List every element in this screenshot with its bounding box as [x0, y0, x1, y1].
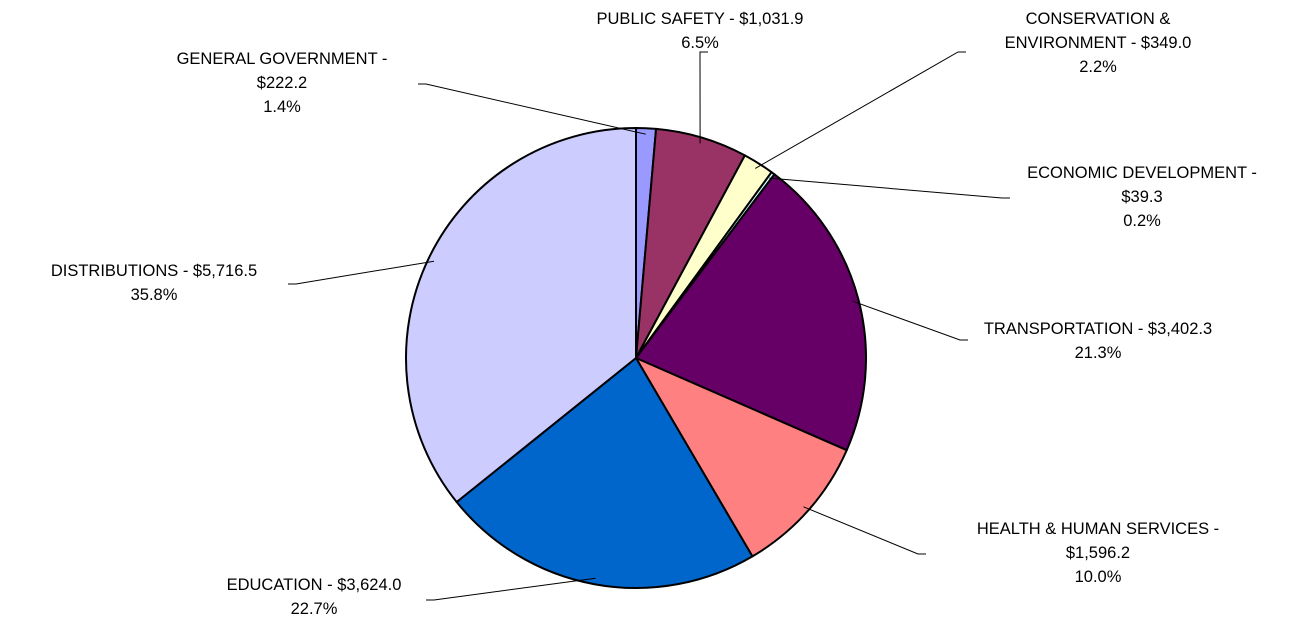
leader-line-distributions [288, 260, 435, 285]
slice-label-line: HEALTH & HUMAN SERVICES - [977, 520, 1219, 538]
pie-slices [405, 127, 867, 589]
slice-transportation [635, 173, 867, 452]
slice-label-distributions: DISTRIBUTIONS - $5,716.5 35.8% [51, 262, 257, 304]
slice-label-line: DISTRIBUTIONS - $5,716.5 [51, 262, 257, 280]
slice-label-line: 10.0% [1075, 568, 1122, 586]
slice-label-transportation: TRANSPORTATION - $3,402.3 21.3% [984, 320, 1212, 362]
leader-line-conservation-and-environment [755, 51, 966, 169]
slice-label-line: 0.2% [1123, 212, 1161, 230]
slice-label-line: $1,596.2 [1066, 544, 1130, 562]
slice-label-line: PUBLIC SAFETY - $1,031.9 [597, 10, 804, 28]
slice-label-economic-development: ECONOMIC DEVELOPMENT - $39.3 0.2% [1027, 164, 1257, 230]
slice-label-public-safety: PUBLIC SAFETY - $1,031.9 6.5% [597, 10, 804, 52]
leader-line-health-and-human-services [803, 506, 926, 555]
slice-health-and-human-services [635, 357, 848, 558]
slice-label-line: TRANSPORTATION - $3,402.3 [984, 320, 1212, 338]
leader-line-public-safety [699, 51, 708, 144]
slice-labels: GENERAL GOVERNMENT - $222.2 1.4% PUBLIC SAF… [51, 10, 1257, 618]
slice-label-line: 6.5% [681, 34, 719, 52]
slice-label-line: EDUCATION - $3,624.0 [227, 576, 402, 594]
leader-line-economic-development [769, 177, 1010, 199]
leader-line-education [426, 577, 596, 601]
slice-label-line: 22.7% [291, 600, 338, 618]
slice-label-line: CONSERVATION & [1026, 10, 1171, 28]
slice-label-line: 35.8% [131, 286, 178, 304]
leader-line-general-government [418, 83, 646, 135]
slice-education [455, 357, 754, 589]
slice-label-line: ECONOMIC DEVELOPMENT - [1027, 164, 1257, 182]
slice-label-line: 2.2% [1079, 58, 1117, 76]
leader-line-transportation [852, 300, 968, 341]
slice-distributions [405, 127, 637, 504]
slice-label-line: GENERAL GOVERNMENT - [177, 50, 388, 68]
slice-label-line: $39.3 [1121, 188, 1162, 206]
leader-lines [288, 51, 1010, 601]
slice-label-line: ENVIRONMENT - $349.0 [1005, 34, 1192, 52]
slice-label-line: 21.3% [1075, 344, 1122, 362]
slice-label-education: EDUCATION - $3,624.0 22.7% [227, 576, 402, 618]
slice-label-line: 1.4% [263, 98, 301, 116]
slice-label-health-and-human-services: HEALTH & HUMAN SERVICES - $1,596.2 10.0% [977, 520, 1219, 586]
slice-label-line: $222.2 [257, 74, 307, 92]
slice-label-conservation-and-environment: CONSERVATION & ENVIRONMENT - $349.0 2.2% [1005, 10, 1192, 76]
slice-label-general-government: GENERAL GOVERNMENT - $222.2 1.4% [177, 50, 388, 116]
